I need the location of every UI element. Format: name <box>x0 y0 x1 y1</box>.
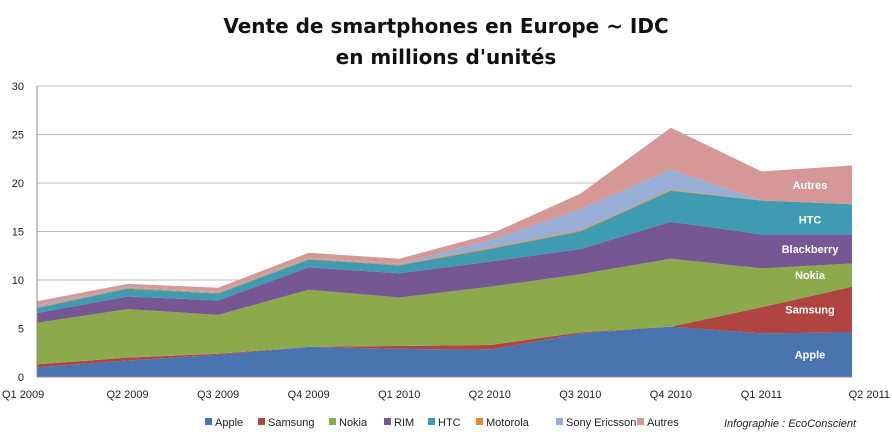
x-tick-label: Q1 2011 <box>741 389 782 401</box>
y-tick-label: 10 <box>12 275 24 287</box>
area-label: Apple <box>795 350 826 362</box>
legend-swatch <box>258 418 265 425</box>
area-rim <box>37 221 852 323</box>
chart-subtitle: en millions d'unités <box>336 45 557 69</box>
area-htc <box>37 190 852 313</box>
area-samsung <box>37 286 852 368</box>
area-label: Samsung <box>785 305 835 317</box>
chart-title: Vente de smartphones en Europe ~ IDC <box>223 14 668 38</box>
x-tick-label: Q2 2010 <box>469 389 511 401</box>
legend-label: Apple <box>215 417 243 429</box>
x-tick-label: Q1 2010 <box>378 389 420 401</box>
legend: Apple Samsung Nokia RIM HTC Motorola Sony Eric… <box>205 417 679 429</box>
legend-swatch <box>205 418 212 425</box>
credit-text: Infographie : EcoConscient <box>724 418 857 430</box>
legend-label: Samsung <box>268 417 314 429</box>
x-tick-label: Q3 2009 <box>197 389 239 401</box>
x-tick-label: Q2 2009 <box>106 389 148 401</box>
y-tick-label: 25 <box>12 130 24 142</box>
x-tick-label: Q2 2011 <box>849 389 890 401</box>
x-tick-label: Q3 2010 <box>559 389 601 401</box>
legend-swatch <box>329 418 336 425</box>
area-autres <box>37 127 852 306</box>
area-labels: Apple Samsung Nokia Blackberry HTC Autres <box>782 180 840 362</box>
area-label: Nokia <box>795 270 826 282</box>
legend-label: Sony Ericsson <box>566 417 636 429</box>
y-tick-label: 15 <box>12 227 24 239</box>
x-tick-label: Q4 2010 <box>650 389 692 401</box>
legend-swatch <box>476 418 483 425</box>
legend-label: RIM <box>394 417 414 429</box>
area-label: Autres <box>793 180 828 192</box>
y-tick-label: 30 <box>12 81 24 93</box>
x-tick-label: Q4 2009 <box>288 389 330 401</box>
legend-swatch <box>556 418 563 425</box>
legend-label: HTC <box>438 417 461 429</box>
legend-label: Nokia <box>339 417 368 429</box>
area-label: HTC <box>799 214 822 226</box>
legend-swatch <box>384 418 391 425</box>
y-tick-label: 5 <box>18 324 24 336</box>
legend-swatch <box>428 418 435 425</box>
legend-label: Autres <box>647 417 679 429</box>
series-areas <box>37 127 852 377</box>
axes: 0 5 10 15 20 25 30 Q1 2009 Q2 2009 Q3 2009 Q4 2009… <box>2 81 890 401</box>
area-apple <box>37 326 852 377</box>
legend-label: Motorola <box>486 417 530 429</box>
y-tick-label: 20 <box>12 178 24 190</box>
legend-swatch <box>637 418 644 425</box>
x-tick-label: Q1 2009 <box>2 389 44 401</box>
area-nokia <box>37 258 852 365</box>
y-tick-label: 0 <box>18 372 24 384</box>
area-label: Blackberry <box>782 244 840 256</box>
